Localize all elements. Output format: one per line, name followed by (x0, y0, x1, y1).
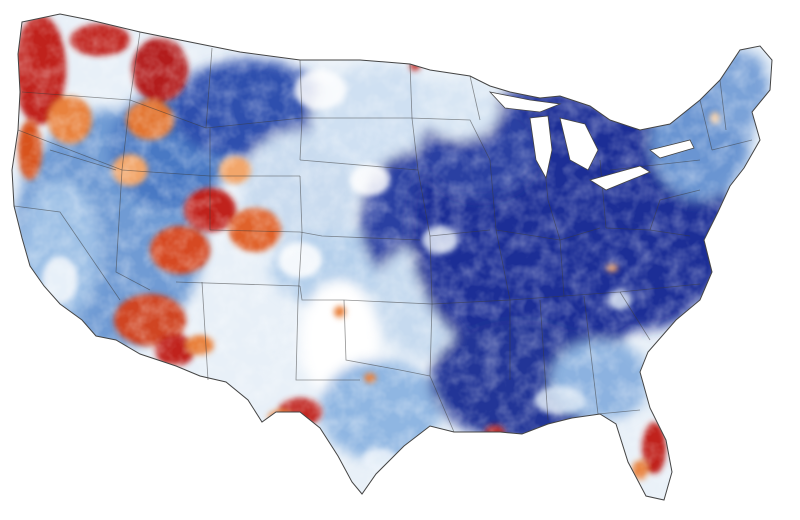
state-boundaries (13, 31, 753, 433)
great-lakes (488, 91, 695, 191)
